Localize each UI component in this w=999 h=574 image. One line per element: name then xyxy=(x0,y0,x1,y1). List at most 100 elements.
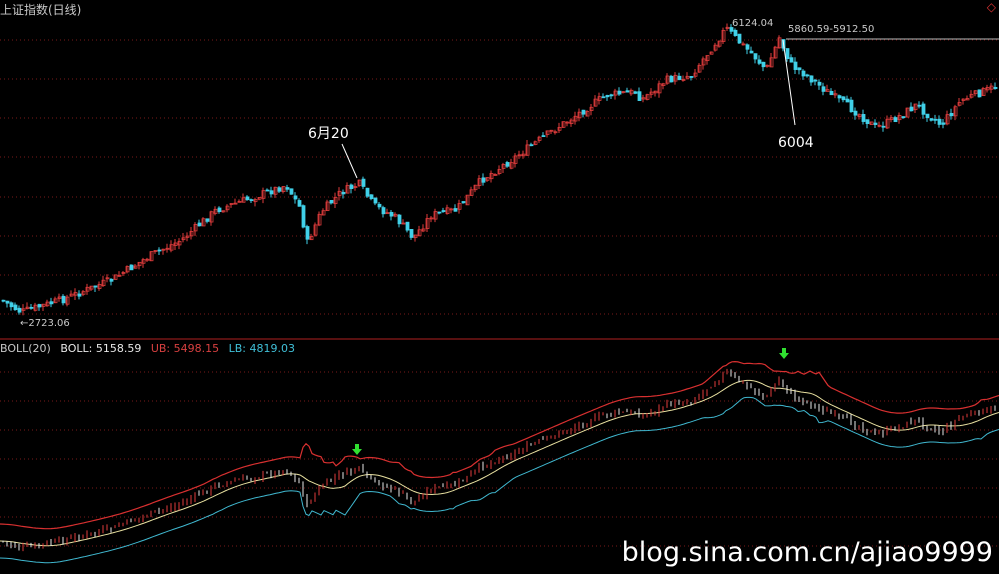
candle-body xyxy=(881,125,886,128)
candle-body xyxy=(853,110,858,116)
candle-body xyxy=(429,217,434,220)
candle-body xyxy=(381,207,386,215)
candle-body xyxy=(489,172,494,180)
candle-body xyxy=(37,304,42,308)
candle-body xyxy=(717,40,722,47)
candle-body xyxy=(197,222,202,227)
candle-body xyxy=(353,186,358,188)
candle-body xyxy=(993,86,998,89)
candle-body xyxy=(513,155,518,164)
candle-body xyxy=(385,212,390,215)
candle-body xyxy=(285,187,290,190)
candle-body xyxy=(825,89,830,92)
candle-body xyxy=(869,121,874,126)
candle-body xyxy=(65,296,70,305)
candle-body xyxy=(61,295,66,304)
candle-body xyxy=(921,103,926,115)
candle-body xyxy=(665,75,670,84)
candle-body xyxy=(641,97,646,100)
candle-body xyxy=(121,272,126,274)
candle-body xyxy=(689,76,694,78)
candle-body xyxy=(33,304,38,311)
candle-body xyxy=(433,211,438,220)
candle-body xyxy=(269,190,274,195)
candle-body xyxy=(961,98,966,101)
candle-body xyxy=(481,177,486,183)
candle-body xyxy=(977,89,982,98)
candle-body xyxy=(769,57,774,68)
candle-body xyxy=(805,74,810,77)
candle-body xyxy=(49,301,54,305)
candle-body xyxy=(729,27,734,32)
candle-body xyxy=(757,59,762,64)
candle-body xyxy=(889,117,894,120)
candle-body xyxy=(289,188,294,195)
candle-body xyxy=(169,244,174,251)
candle-body xyxy=(21,308,26,311)
candle-body xyxy=(529,144,534,147)
candle-body xyxy=(917,104,922,107)
candle-body xyxy=(301,205,306,228)
candle-body xyxy=(205,218,210,222)
candle-body xyxy=(941,122,946,125)
candle-body xyxy=(297,200,302,207)
candle-body xyxy=(553,131,558,134)
candle-body xyxy=(153,250,158,252)
candle-body xyxy=(485,177,490,181)
candle-body xyxy=(669,75,674,83)
candle-body xyxy=(293,195,298,200)
candle-body xyxy=(873,122,878,125)
candle-body xyxy=(829,90,834,96)
candle-body xyxy=(189,231,194,237)
candle-body xyxy=(421,228,426,232)
candle-body xyxy=(177,240,182,246)
candle-body xyxy=(821,86,826,92)
candle-body xyxy=(661,83,666,86)
candle-body xyxy=(965,98,970,101)
candle-body xyxy=(413,234,418,239)
candle-body xyxy=(25,306,30,309)
candle-body xyxy=(5,300,10,304)
candle-body xyxy=(649,91,654,95)
candle-body xyxy=(749,50,754,54)
candle-body xyxy=(237,200,242,203)
ub-value: UB: 5498.15 xyxy=(150,342,220,355)
candle-body xyxy=(41,303,46,307)
candle-body xyxy=(705,55,710,62)
candle-body xyxy=(653,90,658,94)
candle-body xyxy=(365,187,370,197)
candle-body xyxy=(677,75,682,80)
callout-6004: 6004 xyxy=(778,135,814,151)
candle-body xyxy=(713,44,718,51)
candle-body xyxy=(521,153,526,157)
down-arrow-icon xyxy=(352,444,362,455)
candle-body xyxy=(217,207,222,213)
candle-body xyxy=(245,196,250,201)
candle-body xyxy=(317,213,322,226)
candle-body xyxy=(461,201,466,204)
candle-body xyxy=(13,304,18,311)
candle-body xyxy=(325,201,330,212)
diamond-icon[interactable]: ◇ xyxy=(986,0,996,14)
candle-body xyxy=(265,189,270,192)
candle-body xyxy=(905,107,910,118)
candle-body xyxy=(969,93,974,98)
candle-body xyxy=(877,124,882,127)
candle-body xyxy=(945,114,950,125)
candle-body xyxy=(465,194,470,206)
candle-body xyxy=(685,75,690,79)
candle-body xyxy=(337,190,342,196)
candle-body xyxy=(797,67,802,71)
candle-body xyxy=(453,208,458,212)
down-arrow-icon xyxy=(779,348,789,359)
candle-body xyxy=(201,218,206,227)
candle-body xyxy=(637,91,642,101)
candle-body xyxy=(721,29,726,42)
candle-body xyxy=(277,187,282,192)
candle-body xyxy=(937,118,942,125)
candle-body xyxy=(1,299,6,302)
candle-body xyxy=(57,296,62,299)
candle-body xyxy=(897,114,902,121)
candle-body xyxy=(105,277,110,280)
